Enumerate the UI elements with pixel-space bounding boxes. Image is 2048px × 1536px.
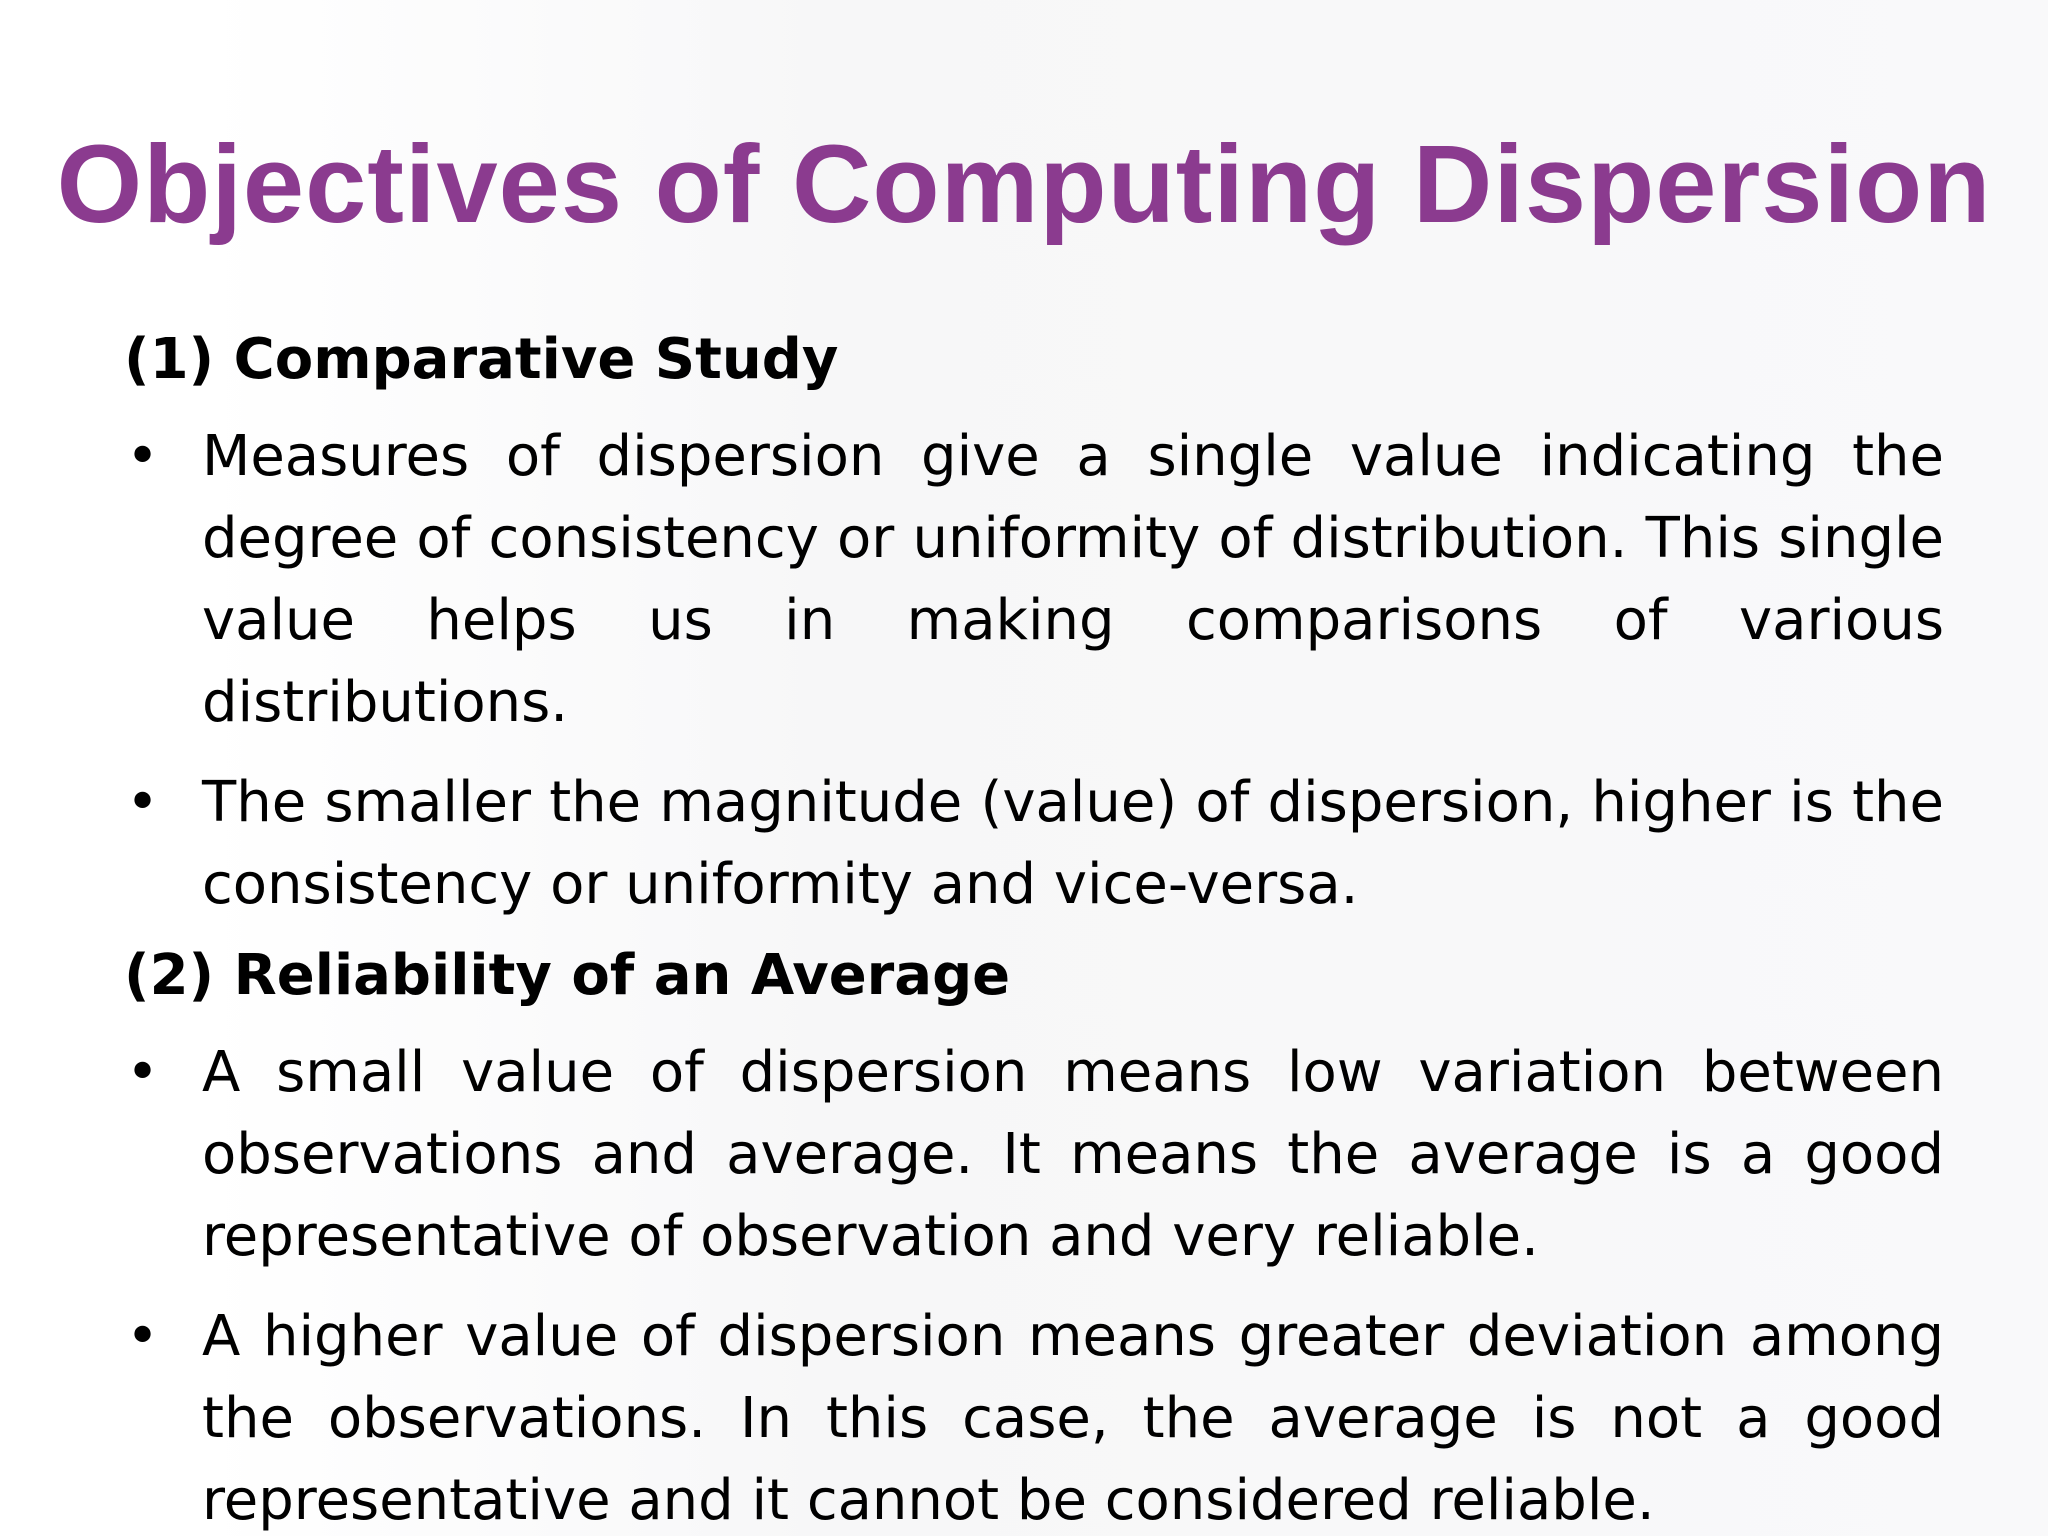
bullet-icon: •: [126, 1040, 160, 1105]
bullet-text: Measures of dispersion give a single val…: [202, 424, 1944, 735]
bullet-icon: •: [126, 770, 160, 835]
bullet-text: A higher value of dispersion means great…: [202, 1304, 1944, 1533]
bullet-text: The smaller the magnitude (value) of dis…: [202, 770, 1944, 917]
bullet-list: • Measures of dispersion give a single v…: [124, 416, 1944, 926]
bullet-text: A small value of dispersion means low va…: [202, 1040, 1944, 1269]
bullet-list: • A small value of dispersion means low …: [124, 1032, 1944, 1536]
list-item: • The smaller the magnitude (value) of d…: [124, 762, 1944, 926]
slide-title: Objectives of Computing Dispersion: [56, 123, 1992, 246]
list-item: • A small value of dispersion means low …: [124, 1032, 1944, 1278]
section-heading: (2) Reliability of an Average: [124, 943, 1011, 1008]
slide-content: (1) Comparative Study • Measures of disp…: [124, 322, 1944, 1536]
section-reliability-of-average: (2) Reliability of an Average • A small …: [124, 938, 1944, 1536]
section-heading: (1) Comparative Study: [124, 327, 839, 392]
section-comparative-study: (1) Comparative Study • Measures of disp…: [124, 322, 1944, 926]
bullet-icon: •: [126, 1304, 160, 1369]
list-item: • A higher value of dispersion means gre…: [124, 1296, 1944, 1536]
list-item: • Measures of dispersion give a single v…: [124, 416, 1944, 744]
bullet-icon: •: [126, 424, 160, 489]
